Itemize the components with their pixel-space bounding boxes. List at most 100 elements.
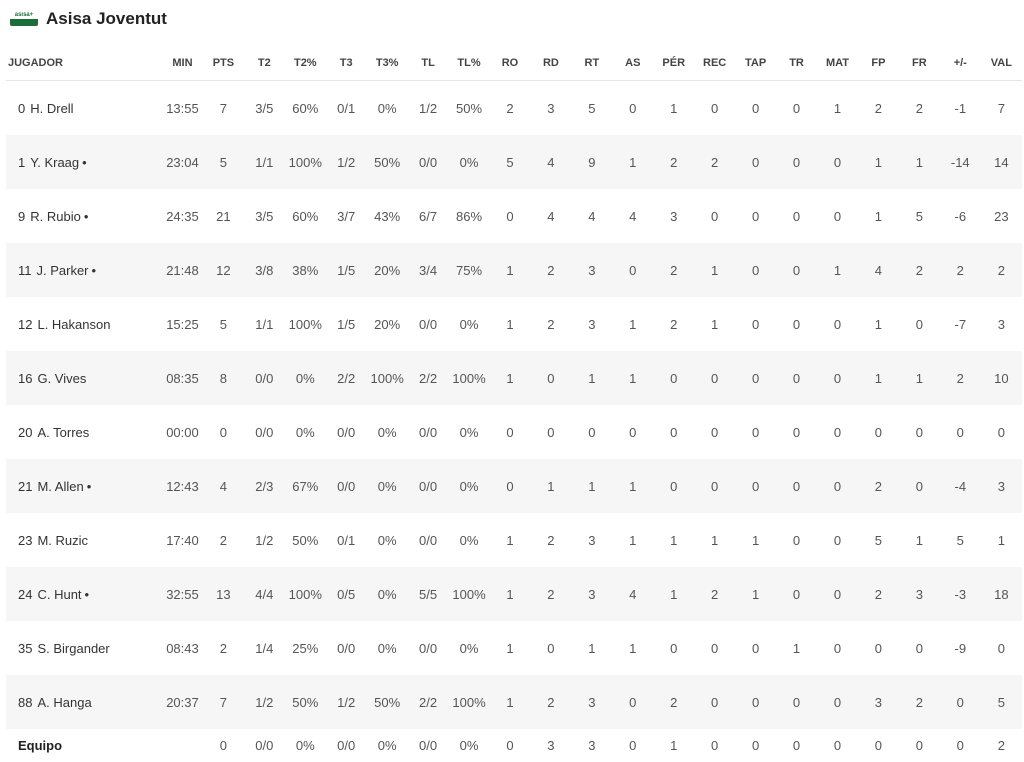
stat-t2-: 60% — [292, 100, 319, 116]
stat-t3-: 0% — [377, 640, 397, 656]
stat-t2: 1/4 — [255, 640, 274, 656]
player-name[interactable]: S. Birgander — [37, 640, 110, 656]
team-stat-t2-: 0% — [295, 737, 315, 753]
stat-mat: 0 — [833, 424, 842, 440]
team-header: asisa+ Asisa Joventut — [0, 0, 1024, 34]
column-header-rt[interactable]: RT — [571, 46, 613, 81]
stat-t2: 3/8 — [243, 243, 285, 297]
player-number: 23 — [18, 532, 33, 548]
stat-rec: 1 — [711, 316, 719, 332]
column-header-t3-[interactable]: T3% — [366, 46, 408, 81]
stat-tl: 0/0 — [407, 459, 449, 513]
stat-rec: 0 — [711, 100, 719, 116]
stat-t3-: 20% — [366, 243, 408, 297]
team-stat-t2: 0/0 — [255, 737, 274, 753]
stat-rt: 5 — [588, 100, 596, 116]
player-name[interactable]: M. Allen — [37, 478, 84, 494]
stat-fp: 2 — [857, 567, 899, 621]
column-header-tl-[interactable]: TL% — [448, 46, 490, 81]
table-row: 11 J. Parker • 21:48 12 3/8 38% 1/5 20% 3/4 75% 1 2 3… — [6, 243, 1022, 297]
stat-rd: 2 — [547, 532, 555, 548]
team-stat-fr: 0 — [915, 737, 923, 753]
stat-fr: 0 — [915, 640, 923, 656]
column-header-t3[interactable]: T3 — [325, 46, 367, 81]
column-header-fr[interactable]: FR — [898, 46, 940, 81]
stat-as: 0 — [629, 424, 637, 440]
stat-ro: 1 — [506, 316, 514, 332]
stat-p-r: 0 — [653, 459, 695, 513]
stat-tap: 1 — [751, 532, 760, 548]
stat-p-r: 1 — [670, 100, 678, 116]
column-header-rd[interactable]: RD — [530, 46, 572, 81]
team-total-cell: Equipo — [6, 729, 162, 761]
column-header-pts[interactable]: PTS — [202, 46, 244, 81]
stat-tr: 0 — [792, 208, 801, 224]
column-header--[interactable]: +/- — [939, 46, 981, 81]
player-cell: 9 R. Rubio • — [6, 189, 162, 243]
column-header-fp[interactable]: FP — [857, 46, 899, 81]
stat-t3-: 0% — [377, 424, 397, 440]
stat-tl-: 100% — [448, 567, 490, 621]
player-name[interactable]: G. Vives — [37, 370, 87, 386]
stat-t2: 0/0 — [255, 424, 274, 440]
table-row: 16 G. Vives 08:35 8 0/0 0% 2/2 100% 2/2 100% 1 0 1 1 0… — [6, 351, 1022, 405]
stat-fr: 1 — [898, 135, 940, 189]
stat-t3-: 100% — [366, 351, 408, 405]
player-name[interactable]: L. Hakanson — [37, 316, 111, 332]
column-header-mat[interactable]: MAT — [817, 46, 858, 81]
stat-rec: 0 — [694, 459, 736, 513]
stat-fr: 0 — [915, 316, 923, 332]
column-header-rec[interactable]: REC — [694, 46, 736, 81]
player-name[interactable]: A. Hanga — [37, 694, 92, 710]
stat-tl: 2/2 — [407, 351, 449, 405]
stat-tl: 0/0 — [419, 316, 438, 332]
stat-fp: 5 — [874, 532, 883, 548]
stat-pts: 12 — [202, 243, 244, 297]
column-header-p-r[interactable]: PÉR — [653, 46, 695, 81]
stat-t3-: 50% — [366, 675, 408, 729]
stat-tap: 0 — [735, 135, 777, 189]
stat-min: 08:43 — [166, 640, 199, 656]
column-header-ro[interactable]: RO — [489, 46, 531, 81]
column-header-val[interactable]: VAL — [980, 46, 1022, 81]
column-header-tap[interactable]: TAP — [735, 46, 777, 81]
player-name[interactable]: J. Parker — [36, 262, 89, 278]
stat-ro: 1 — [506, 640, 514, 656]
player-cell: 1 Y. Kraag • — [6, 135, 162, 189]
player-name[interactable]: R. Rubio — [30, 208, 81, 224]
stat-fp: 1 — [874, 208, 883, 224]
column-header-jugador[interactable]: JUGADOR — [6, 46, 162, 81]
column-header-as[interactable]: AS — [612, 46, 654, 81]
player-name[interactable]: M. Ruzic — [37, 532, 89, 548]
player-number: 16 — [18, 370, 33, 386]
stat-p-r: 0 — [670, 640, 678, 656]
stat--: -14 — [939, 135, 981, 189]
column-header-min[interactable]: MIN — [162, 46, 203, 81]
stat-tap: 0 — [735, 243, 777, 297]
player-name[interactable]: C. Hunt — [37, 586, 82, 602]
stat-pts: 0 — [219, 424, 228, 440]
stat-as: 4 — [612, 567, 654, 621]
stat-tap: 0 — [751, 316, 760, 332]
stat-t2: 1/1 — [243, 135, 285, 189]
column-header-tl[interactable]: TL — [407, 46, 449, 81]
starter-marker: • — [91, 262, 97, 278]
stat-min: 12:43 — [162, 459, 203, 513]
column-header-t2-[interactable]: T2% — [284, 46, 326, 81]
player-number: 11 — [18, 262, 32, 278]
column-header-tr[interactable]: TR — [776, 46, 817, 81]
stat-p-r: 2 — [653, 243, 695, 297]
stat-rd: 4 — [547, 208, 555, 224]
player-name[interactable]: H. Drell — [30, 100, 74, 116]
column-header-t2[interactable]: T2 — [243, 46, 285, 81]
stat-tl: 3/4 — [407, 243, 449, 297]
stat-rec: 0 — [694, 675, 736, 729]
player-name[interactable]: Y. Kraag — [30, 154, 80, 170]
stat-mat: 0 — [817, 567, 858, 621]
player-name[interactable]: A. Torres — [37, 424, 90, 440]
stat-min: 23:04 — [162, 135, 203, 189]
stat-t3: 0/0 — [337, 640, 356, 656]
team-stat-t3: 0/0 — [337, 737, 356, 753]
stat-p-r: 3 — [670, 208, 678, 224]
stat-t3-: 43% — [374, 208, 401, 224]
